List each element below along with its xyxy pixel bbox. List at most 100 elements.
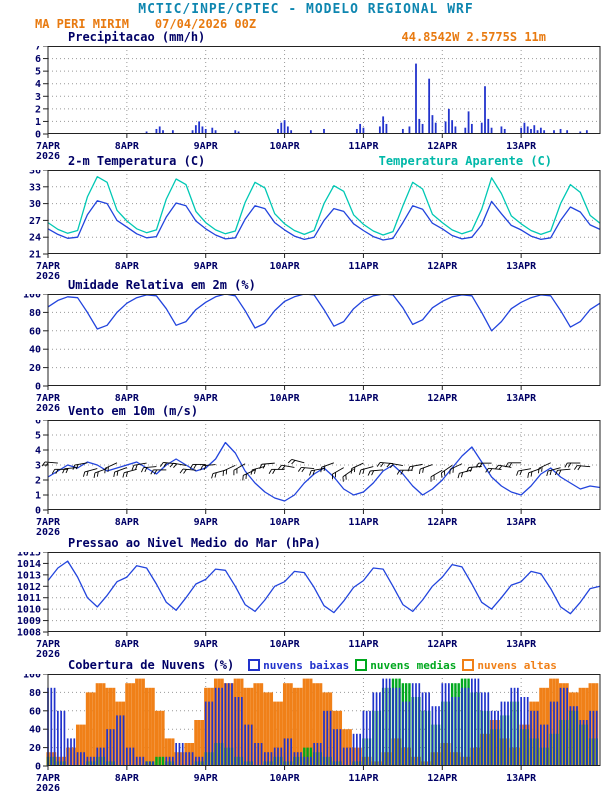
panel-title-humidity: Umidade Relativa em 2m (%): [68, 278, 256, 292]
station-header: MA PERI MIRIM 07/04/2026 00Z: [35, 17, 256, 31]
svg-text:11APR: 11APR: [348, 393, 379, 404]
svg-text:2026: 2026: [36, 271, 60, 280]
svg-text:9APR: 9APR: [194, 639, 219, 650]
svg-text:9APR: 9APR: [194, 393, 219, 404]
model-title: MCTIC/INPE/CPTEC - MODELO REGIONAL WRF: [138, 2, 474, 17]
panel-temperature: 2-m Temperatura (C) Temperatura Aparente…: [0, 152, 612, 280]
nuvens-medias-swatch-icon: [355, 659, 368, 671]
svg-text:2026: 2026: [36, 527, 60, 536]
station-name: MA PERI MIRIM: [35, 17, 129, 31]
legend-nuvens-altas: nuvens altas: [462, 659, 557, 672]
svg-text:11APR: 11APR: [348, 141, 379, 152]
svg-text:8APR: 8APR: [115, 639, 140, 650]
svg-text:3: 3: [35, 92, 41, 103]
svg-text:5: 5: [35, 67, 41, 78]
svg-text:2026: 2026: [36, 783, 60, 792]
svg-text:27: 27: [29, 216, 41, 227]
svg-text:4: 4: [35, 446, 41, 457]
svg-text:7APR: 7APR: [36, 141, 61, 152]
svg-text:13APR: 13APR: [506, 639, 537, 650]
svg-text:1013: 1013: [17, 570, 41, 581]
svg-text:10APR: 10APR: [270, 773, 301, 784]
svg-text:100: 100: [23, 674, 41, 681]
svg-text:13APR: 13APR: [506, 141, 537, 152]
svg-text:80: 80: [29, 688, 41, 699]
svg-text:8APR: 8APR: [115, 393, 140, 404]
svg-text:8APR: 8APR: [115, 773, 140, 784]
svg-text:0: 0: [35, 506, 41, 517]
svg-text:8APR: 8APR: [115, 141, 140, 152]
svg-text:12APR: 12APR: [427, 639, 458, 650]
svg-text:30: 30: [29, 199, 41, 210]
svg-text:10APR: 10APR: [270, 393, 301, 404]
legend-nuvens-medias: nuvens medias: [355, 659, 456, 672]
svg-text:0: 0: [35, 130, 41, 141]
svg-text:21: 21: [29, 250, 41, 261]
svg-text:13APR: 13APR: [506, 393, 537, 404]
svg-text:2026: 2026: [36, 151, 60, 160]
svg-text:2: 2: [35, 104, 41, 115]
svg-text:1014: 1014: [17, 559, 41, 570]
svg-text:13APR: 13APR: [506, 517, 537, 528]
svg-text:1008: 1008: [17, 628, 41, 639]
svg-text:6: 6: [35, 420, 41, 427]
svg-text:5: 5: [35, 431, 41, 442]
run-datetime: 07/04/2026 00Z: [154, 17, 257, 31]
svg-text:40: 40: [29, 725, 41, 736]
svg-text:24: 24: [29, 233, 41, 244]
svg-text:7APR: 7APR: [36, 517, 61, 528]
panel-precipitation: Precipitacao (mm/h) 44.8542W 2.5775S 11m…: [0, 28, 612, 160]
panel-title-temperature: 2-m Temperatura (C): [68, 154, 206, 168]
panel-wind: Vento em 10m (m/s) 0 1 2 3 4 5 6 7APR 2026 8APR 9A…: [0, 402, 612, 536]
panel-pressure: Pressao ao Nivel Medio do Mar (hPa) 1008…: [0, 534, 612, 658]
svg-text:12APR: 12APR: [427, 517, 458, 528]
svg-text:80: 80: [29, 308, 41, 319]
svg-text:9APR: 9APR: [194, 141, 219, 152]
svg-text:1: 1: [35, 117, 41, 128]
panel-title-clouds: Cobertura de Nuvens (%): [68, 658, 235, 672]
svg-text:10APR: 10APR: [270, 141, 301, 152]
svg-text:11APR: 11APR: [348, 517, 379, 528]
svg-text:10APR: 10APR: [270, 517, 301, 528]
svg-text:2026: 2026: [36, 649, 60, 658]
svg-text:8APR: 8APR: [115, 517, 140, 528]
svg-text:7APR: 7APR: [36, 393, 61, 404]
svg-text:6: 6: [35, 54, 41, 65]
svg-text:12APR: 12APR: [427, 393, 458, 404]
svg-text:7APR: 7APR: [36, 639, 61, 650]
cloud-legend: nuvens baixas nuvens medias nuvens altas: [248, 659, 557, 672]
svg-text:33: 33: [29, 182, 41, 193]
svg-text:13APR: 13APR: [506, 261, 537, 272]
panel-title-precipitation: Precipitacao (mm/h): [68, 30, 206, 44]
svg-text:9APR: 9APR: [194, 261, 219, 272]
svg-text:60: 60: [29, 706, 41, 717]
legend-nuvens-baixas: nuvens baixas: [248, 659, 349, 672]
svg-text:12APR: 12APR: [427, 773, 458, 784]
svg-text:13APR: 13APR: [506, 773, 537, 784]
nuvens-altas-swatch-icon: [462, 659, 475, 671]
svg-text:2026: 2026: [36, 403, 60, 412]
svg-text:1009: 1009: [17, 616, 41, 627]
svg-text:3: 3: [35, 461, 41, 472]
panel-humidity: Umidade Relativa em 2m (%) 0 20 40 60 80 100 7…: [0, 276, 612, 412]
apparent-temperature-label: Temperatura Aparente (C): [378, 154, 552, 168]
panel-title-pressure: Pressao ao Nivel Medio do Mar (hPa): [68, 536, 321, 550]
svg-text:1015: 1015: [17, 552, 41, 559]
svg-text:7APR: 7APR: [36, 261, 61, 272]
svg-text:11APR: 11APR: [348, 261, 379, 272]
svg-text:4: 4: [35, 79, 41, 90]
svg-text:0: 0: [35, 382, 41, 393]
svg-text:9APR: 9APR: [194, 773, 219, 784]
svg-text:40: 40: [29, 345, 41, 356]
svg-text:1011: 1011: [17, 593, 41, 604]
nuvens-baixas-swatch-icon: [248, 659, 261, 671]
svg-text:1: 1: [35, 491, 41, 502]
svg-text:100: 100: [23, 294, 41, 301]
panel-title-wind: Vento em 10m (m/s): [68, 404, 199, 418]
